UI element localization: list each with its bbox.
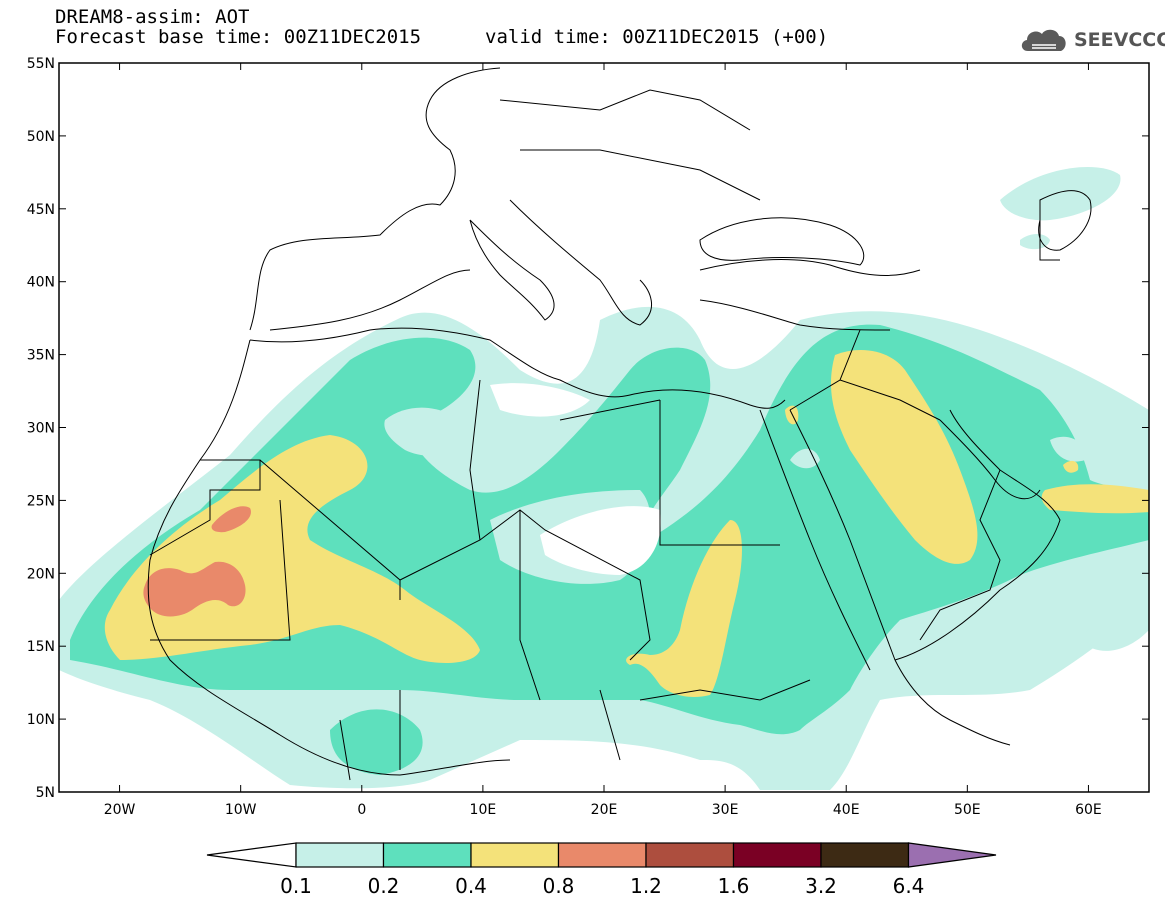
y-tick-label: 20N <box>27 566 55 582</box>
aot-gap <box>490 383 590 417</box>
aot-contour-level-0-4 <box>830 350 978 564</box>
base-time-label: Forecast base time: 00Z11DEC2015 <box>55 26 422 48</box>
aot-contour-level-0-8 <box>143 561 246 617</box>
y-tick-label: 45N <box>27 202 55 218</box>
y-tick-label: 10N <box>27 712 55 728</box>
aot-contour-level-0-1 <box>1080 600 1149 651</box>
x-tick-label: 0 <box>357 802 366 818</box>
y-axis-ticks: 5N 10N 15N 20N 25N 30N 35N 40N 45N 50N 55N <box>27 56 1149 801</box>
colorbar-below-triangle <box>206 842 297 868</box>
colorbar-box <box>382 842 472 868</box>
x-tick-label: 10E <box>470 802 497 818</box>
aot-contour-level-0-1 <box>1020 234 1050 250</box>
x-tick-label: 30E <box>712 802 739 818</box>
y-tick-label: 25N <box>27 493 55 509</box>
x-axis-ticks: 20W 10W 0 10E 20E 30E 40E 50E 60E <box>104 63 1102 818</box>
aot-contour-level-0-4 <box>1063 460 1079 473</box>
aot-contour-level-0-4 <box>626 520 742 697</box>
x-tick-label: 20W <box>104 802 136 818</box>
aot-contour-level-0-4 <box>104 435 480 663</box>
borders <box>149 89 1060 781</box>
x-tick-label: 10W <box>225 802 257 818</box>
y-tick-label: 5N <box>36 785 55 801</box>
colorbar-label: 0.1 <box>280 874 312 898</box>
x-tick-label: 50E <box>954 802 981 818</box>
aot-contour-level-0-4 <box>1041 484 1149 514</box>
colorbar: 0.1 0.2 0.4 0.8 1.2 1.6 3.2 6.4 <box>206 842 997 898</box>
colorbar-label: 3.2 <box>805 874 837 898</box>
x-tick-label: 20E <box>591 802 618 818</box>
aot-gap <box>540 506 661 575</box>
colorbar-box <box>645 842 735 868</box>
colorbar-above-triangle <box>907 842 997 868</box>
aot-field <box>59 167 1149 790</box>
colorbar-box <box>557 842 647 868</box>
map-title: DREAM8-assim: AOT <box>55 6 250 28</box>
colorbar-box <box>470 842 560 868</box>
x-tick-label: 40E <box>833 802 860 818</box>
aot-contour-level-0-1 <box>1000 167 1121 221</box>
colorbar-label: 0.2 <box>368 874 400 898</box>
colorbar-label: 1.6 <box>718 874 750 898</box>
colorbar-label: 1.2 <box>630 874 662 898</box>
cloud-icon <box>1021 29 1066 51</box>
y-tick-label: 50N <box>27 129 55 145</box>
colorbar-box <box>732 842 822 868</box>
aot-contour-level-0-8 <box>211 506 251 533</box>
aot-gap <box>790 448 820 469</box>
colorbar-label: 0.8 <box>543 874 575 898</box>
aot-gap <box>384 407 470 456</box>
valid-time-label: valid time: 00Z11DEC2015 (+00) <box>485 26 829 48</box>
logo-text: SEEVCCC <box>1074 29 1165 51</box>
y-tick-label: 55N <box>27 56 55 72</box>
y-tick-label: 30N <box>27 421 55 437</box>
colorbar-box <box>820 842 910 868</box>
colorbar-label: 6.4 <box>893 874 925 898</box>
y-tick-label: 15N <box>27 639 55 655</box>
colorbar-box <box>295 842 385 868</box>
aot-contour-level-0-2 <box>330 709 423 775</box>
y-tick-label: 35N <box>27 348 55 364</box>
y-tick-label: 40N <box>27 275 55 291</box>
aot-gap <box>1050 436 1086 462</box>
colorbar-label: 0.4 <box>455 874 487 898</box>
seevccc-logo: SEEVCCC <box>1018 24 1165 56</box>
x-tick-label: 60E <box>1075 802 1102 818</box>
